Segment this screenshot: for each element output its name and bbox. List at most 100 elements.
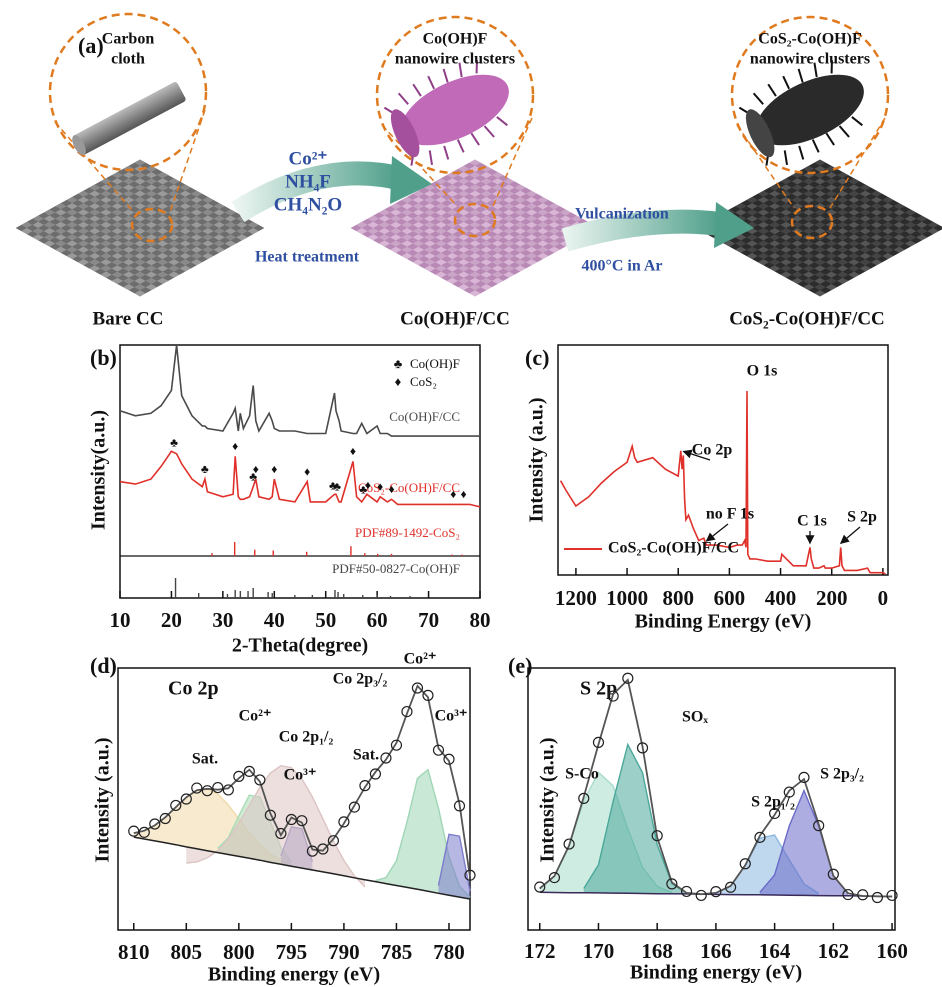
series-label: Co(OH)F/CC xyxy=(389,409,460,424)
phase-marker: ♦ xyxy=(460,487,466,501)
data-point xyxy=(401,705,413,718)
x-tick-label: 790 xyxy=(328,940,360,964)
data-point xyxy=(201,785,213,797)
data-point xyxy=(680,885,693,898)
peak-label: Co 2p₁/₂ xyxy=(279,729,334,746)
x-tick-label: 80 xyxy=(470,608,491,632)
peak-label: Co 2p xyxy=(692,442,733,459)
data-point xyxy=(886,889,898,902)
component-fill xyxy=(759,790,848,896)
x-tick-label: 795 xyxy=(276,940,308,964)
x-tick-label: 1000 xyxy=(606,586,648,610)
cloth xyxy=(695,159,942,297)
data-point xyxy=(285,813,297,826)
peak-label: Sat. xyxy=(192,751,218,768)
legend-symbol: ♣ xyxy=(394,356,403,371)
data-point xyxy=(651,830,663,842)
x-tick-label: 70 xyxy=(418,608,439,632)
legend-label: CoS₂ xyxy=(410,374,437,389)
zoom-label: nanowire clusters xyxy=(750,51,870,68)
data-point xyxy=(432,744,445,756)
annotation-arrow xyxy=(839,526,861,544)
data-point xyxy=(443,753,455,765)
plot-frame xyxy=(557,344,889,576)
sample-label: CoS₂-Co(OH)F/CC xyxy=(729,308,885,329)
x-tick-label: 30 xyxy=(212,608,233,632)
data-point xyxy=(411,682,424,694)
reagent: NH₄F xyxy=(285,171,331,192)
peak-label: SOₓ xyxy=(682,709,708,726)
chart-panel: (e) Binding energy (eV) Intensity (a.u.) S … xyxy=(508,653,908,984)
phase-marker: ♣ xyxy=(249,469,257,483)
zoom-label: nanowire clusters xyxy=(395,51,515,68)
y-axis-title: Intensity (a.u.) xyxy=(92,737,114,862)
x-tick-label: 60 xyxy=(367,608,388,632)
nanowire-brush xyxy=(738,60,864,166)
data-point xyxy=(243,765,255,777)
carbon-fiber xyxy=(72,82,186,156)
x-tick-label: 162 xyxy=(818,939,850,963)
peak-label: S-Co xyxy=(565,766,599,783)
x-tick-label: 160 xyxy=(876,939,908,963)
envelope-line xyxy=(539,678,893,898)
peak-label: Co²⁺ xyxy=(239,708,272,725)
component-fill xyxy=(583,744,687,894)
x-tick-label: 810 xyxy=(118,940,150,964)
data-point xyxy=(180,793,192,805)
peak-label: Co 2p₃/₂ xyxy=(333,671,388,688)
x-axis-title: Binding energy (eV) xyxy=(630,962,802,984)
y-axis-title: Intensity (a.u.) xyxy=(537,737,559,862)
x-axis-title: Binding energy (eV) xyxy=(208,964,380,986)
data-point xyxy=(607,690,619,702)
x-tick-label: 780 xyxy=(433,940,465,964)
data-point xyxy=(857,889,869,901)
legend-symbol: ♦ xyxy=(395,374,402,389)
x-tick-label: 805 xyxy=(171,940,203,964)
y-axis-title: Intensity (a.u.) xyxy=(526,397,548,522)
phase-marker: ♦ xyxy=(388,482,394,496)
plot-frame xyxy=(117,667,471,931)
data-point xyxy=(666,878,678,890)
condition: Heat treatment xyxy=(255,249,360,266)
data-point xyxy=(254,774,266,786)
phase-marker: ♦ xyxy=(450,487,456,501)
data-point xyxy=(724,881,737,893)
x-tick-label: 172 xyxy=(524,939,556,963)
data-point xyxy=(622,672,634,684)
phase-marker: ♣ xyxy=(333,480,341,494)
data-point xyxy=(464,869,476,881)
x-tick-label: 10 xyxy=(110,608,131,632)
data-point xyxy=(769,807,781,820)
x-tick-label: 0 xyxy=(878,586,889,610)
panel-label: (e) xyxy=(508,653,532,678)
data-point xyxy=(369,768,382,780)
component-line xyxy=(437,833,471,892)
data-point xyxy=(327,835,340,847)
plot-frame xyxy=(119,344,481,599)
data-point xyxy=(170,799,182,812)
data-point xyxy=(380,752,392,764)
data-point xyxy=(783,786,795,798)
peak-label: O 1s xyxy=(747,363,778,380)
x-tick-label: 1200 xyxy=(555,586,597,610)
sample-label: Co(OH)F/CC xyxy=(400,308,510,329)
phase-marker: ♦ xyxy=(304,464,310,478)
reagent: Co²⁺ xyxy=(289,148,328,169)
peak-label: Sat. xyxy=(353,747,379,764)
chart-panel: (b) 2-Theta(degree) Intensity(a.u.) 10 20 30 4… xyxy=(88,344,491,657)
data-point xyxy=(317,843,329,855)
phase-marker: ♦ xyxy=(253,462,259,476)
data-point xyxy=(871,891,883,904)
reagent: CH₄N₂O xyxy=(274,194,342,215)
annotation-arrow xyxy=(705,523,729,542)
x-axis-title: 2-Theta(degree) xyxy=(232,635,368,657)
peak-label: S 2p xyxy=(847,509,877,526)
plot-frame xyxy=(527,667,896,931)
x-tick-label: 164 xyxy=(759,939,791,963)
data-point xyxy=(754,831,766,843)
chart-panel: (c) Binding Energy (eV) Intensity (a.u.) 12… xyxy=(525,344,889,633)
data-point xyxy=(338,816,350,828)
data-point xyxy=(348,801,361,813)
x-tick-label: 800 xyxy=(223,940,255,964)
